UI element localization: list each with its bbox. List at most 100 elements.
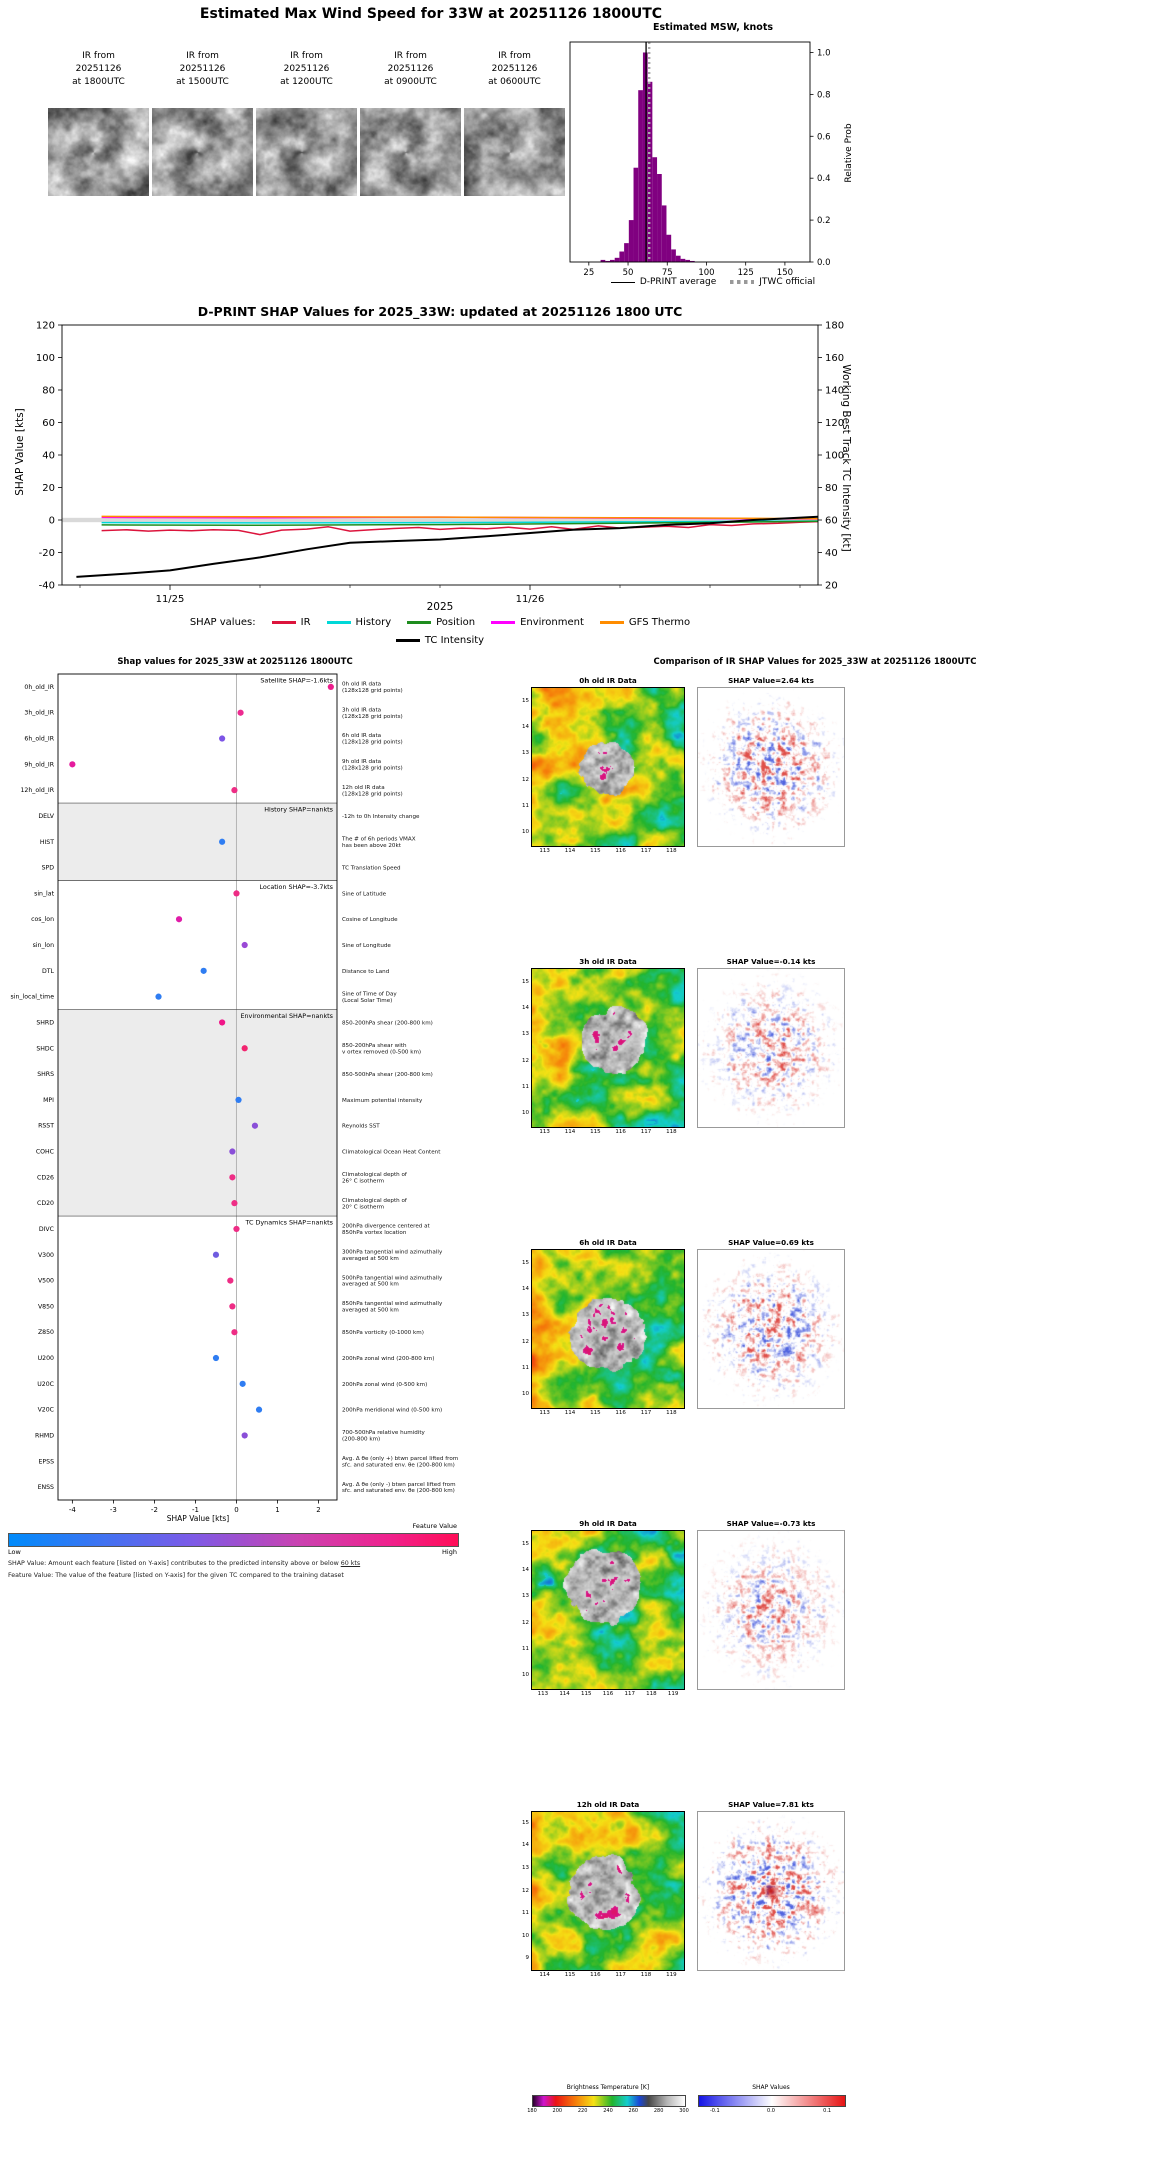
histogram-ylabel: Relative Prob (844, 123, 854, 183)
tick-label: 0.8 (817, 90, 831, 100)
shap-dot-3h_old_IR (237, 709, 244, 716)
dprint-line-swatch (610, 281, 635, 283)
lat-tick-label: 10 (522, 1110, 529, 1117)
lon-tick-label: 114 (539, 1972, 550, 1978)
tick-label: 20 (825, 581, 838, 592)
feature-desc: 300hPa tangential wind azimuthally (342, 1249, 443, 1255)
tick-label: 20 (42, 483, 55, 494)
shap-panel-title: SHAP Value=0.69 kts (728, 1238, 814, 1247)
ir-thumb-image (360, 108, 461, 196)
legend-item-ir: IR (271, 617, 311, 628)
feature-desc: (128x128 grid points) (342, 714, 403, 720)
lat-tick-label: 13 (522, 1593, 529, 1600)
tick-label: 50 (623, 268, 634, 278)
histogram-bar (638, 90, 643, 262)
feature-plot-title: Shap values for 2025_33W at 20251126 180… (117, 657, 353, 667)
tick-label: 180 (825, 321, 844, 332)
section-label: History SHAP=nankts (264, 806, 333, 814)
ir-thumb-label-line: IR from (290, 51, 323, 61)
feature-desc: (128x128 grid points) (342, 740, 403, 746)
lat-tick-label: 14 (522, 1005, 529, 1011)
plot-frame (57, 673, 338, 1501)
feature-label: SPD (42, 865, 55, 872)
histogram-bar (666, 234, 672, 262)
plot-frame (61, 324, 819, 586)
feature-label: COHC (36, 1149, 54, 1156)
feature-label: DELV (38, 813, 54, 820)
series-history (101, 520, 819, 524)
feature-desc: 200hPa zonal wind (0-500 km) (342, 1382, 427, 1388)
feature-desc: 12h old IR data (342, 785, 385, 791)
feature-value-colorbar (8, 1533, 459, 1547)
tick-label: 11/26 (516, 594, 545, 605)
tick-label: 80 (825, 483, 838, 494)
lat-tick-label: 10 (522, 1391, 529, 1398)
tick-label: 0 (49, 516, 55, 527)
feature-desc: 20° C isotherm (342, 1204, 384, 1210)
ir-thumb-label-line: IR from (82, 51, 115, 61)
tick-label: 140 (825, 386, 844, 397)
tick-label: 0 (234, 1506, 238, 1514)
series-gfs-thermo (101, 515, 819, 520)
tick-label: 75 (662, 268, 673, 278)
histogram-legend: D-PRINT average JTWC official (550, 277, 876, 287)
lat-tick-label: 10 (522, 1672, 529, 1679)
histogram-bar (633, 167, 639, 262)
shap-dot-sin_local_time (155, 993, 162, 1000)
section-label: TC Dynamics SHAP=nankts (244, 1219, 333, 1227)
ir-thumb-label-line: IR from (394, 51, 427, 61)
ir-data-image (531, 968, 685, 1128)
feature-desc: (128x128 grid points) (342, 688, 403, 694)
lat-tick-label: 13 (522, 1312, 529, 1319)
feature-desc: 850-200hPa shear (200-800 km) (342, 1020, 433, 1026)
lon-tick-label: 114 (559, 1691, 570, 1697)
feature-desc: 26° C isotherm (342, 1178, 384, 1184)
satellite-thumb: IR from 20251126 at 0600UTC (464, 50, 565, 200)
feature-desc: (128x128 grid points) (342, 765, 403, 771)
feature-label: sin_lon (33, 942, 54, 949)
legend-item-environment: Environment (491, 617, 584, 628)
shap-dot-9h_old_IR (69, 761, 76, 768)
section-shading (58, 1009, 337, 1217)
feature-desc: v ortex removed (0-500 km) (342, 1049, 421, 1055)
lat-tick-label: 9 (525, 1955, 530, 1962)
ir-thumb-label-line: at 0600UTC (488, 77, 541, 87)
shap-dot-6h_old_IR (219, 735, 226, 742)
dprint-label: D-PRINT average (639, 277, 717, 287)
ir-thumb-label-line: IR from (186, 51, 219, 61)
ir-panel-title: 6h old IR Data (579, 1238, 637, 1247)
jtwc-label: JTWC official (759, 277, 816, 287)
ir-thumb-label-line: 20251126 (387, 64, 434, 74)
colorbar-tick-label: 180 (527, 2108, 537, 2114)
shap-value-image (697, 1249, 845, 1409)
feature-label: RSST (38, 1123, 54, 1130)
feature-desc: 9h old IR data (342, 759, 381, 765)
ir-thumb-label: IR from 20251126 at 1800UTC (48, 50, 149, 89)
feature-desc: 6h old IR data (342, 733, 381, 739)
ir-thumb-label-line: at 1500UTC (176, 77, 229, 87)
ir-panel-title: 0h old IR Data (579, 676, 637, 685)
tick-label: -4 (69, 1506, 77, 1514)
feature-desc: 200hPa meridional wind (0-500 km) (342, 1408, 442, 1414)
lon-tick-label: 118 (666, 848, 677, 854)
feature-desc: Climatological depth of (342, 1198, 408, 1204)
ir-thumb-label-line: at 1200UTC (280, 77, 333, 87)
feature-desc: Maximum potential intensity (342, 1098, 423, 1104)
ir-thumb-label-line: IR from (498, 51, 531, 61)
tick-label: 80 (42, 386, 55, 397)
feature-label: CD20 (37, 1200, 54, 1207)
shap-value-image (697, 968, 845, 1128)
feature-value-colorbar-title: Feature Value (412, 1522, 457, 1530)
feature-desc: 500hPa tangential wind azimuthally (342, 1275, 443, 1281)
ir-thumb-label-line: 20251126 (491, 64, 538, 74)
lon-tick-label: 115 (590, 1129, 601, 1135)
timeseries-title: D-PRINT SHAP Values for 2025_33W: update… (197, 304, 683, 319)
section-label: Environmental SHAP=nankts (240, 1012, 333, 1020)
feature-desc: 700-500hPa relative humidity (342, 1430, 426, 1436)
lat-tick-label: 11 (522, 1084, 529, 1090)
shap-dot-sin_lon (241, 941, 248, 949)
legend-label: Position (436, 617, 476, 628)
ir-panel-title: 9h old IR Data (579, 1519, 637, 1528)
tick-label: 1 (275, 1506, 279, 1514)
histogram-bar (690, 260, 695, 262)
